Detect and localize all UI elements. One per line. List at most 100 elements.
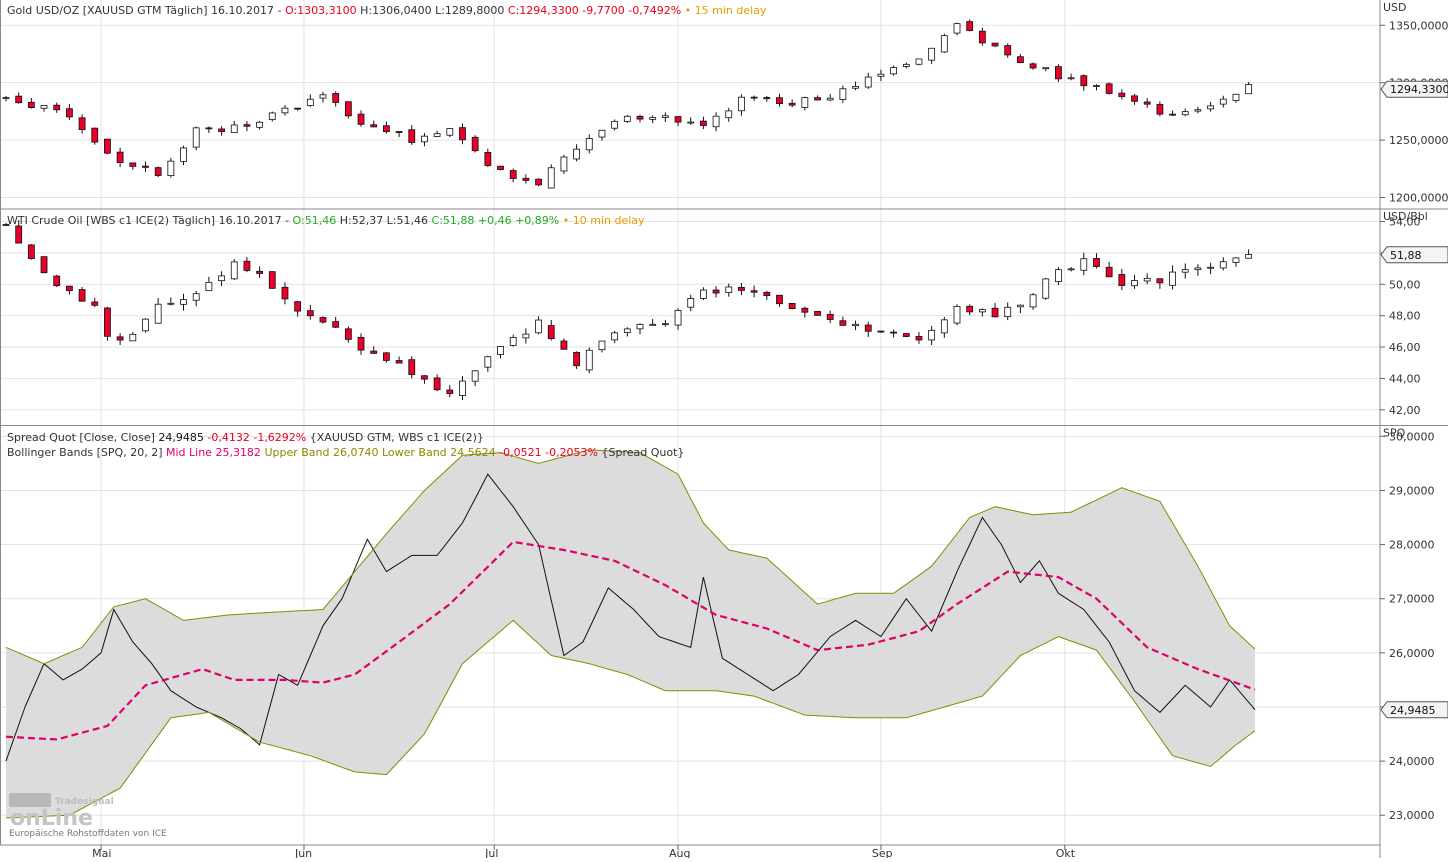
oil-candle-body: [725, 286, 733, 294]
oil-candle-body: [661, 323, 669, 326]
gold-candle-body: [281, 107, 289, 114]
gold-candle-body: [509, 170, 517, 179]
oil-current-value-label: 51,88: [1390, 249, 1422, 262]
oil-candle-body: [484, 356, 492, 368]
spread-tick-label: 24,0000: [1389, 755, 1435, 768]
legend-part: Mid Line 25,3182: [166, 446, 264, 459]
oil-candle-body: [547, 325, 555, 340]
spread-legend: Spread Quot [Close, Close] 24,9485 -0,41…: [7, 431, 484, 444]
month-label-okt: Okt: [1056, 847, 1076, 858]
oil-candle-body: [966, 305, 974, 313]
month-label-jul: Jul: [484, 847, 498, 858]
gold-candle-body: [1118, 92, 1126, 98]
gold-candle-body: [1245, 84, 1253, 95]
oil-candle-body: [167, 302, 175, 305]
gold-candle-body: [623, 115, 631, 122]
logo-small-text: Tradesignal: [55, 797, 114, 807]
oil-candle-body: [1131, 280, 1138, 287]
gold-candle-body: [306, 98, 314, 106]
oil-candle-body: [826, 313, 834, 320]
gold-candle-body: [966, 21, 974, 31]
gold-candle-body: [940, 35, 948, 53]
series-layer: [2, 19, 1256, 819]
gold-candle-body: [66, 108, 73, 118]
oil-tick-label: 50,00: [1389, 278, 1421, 291]
legend-part: H:1306,0400 L:1289,8000: [360, 4, 508, 17]
oil-candle-body: [27, 244, 35, 259]
oil-tick-label: 44,00: [1389, 372, 1421, 385]
gold-candle-body: [776, 97, 783, 104]
gold-candle-body: [154, 167, 162, 176]
legend-part: -0,4132 -1,6292%: [207, 431, 306, 444]
oil-candle-body: [66, 285, 73, 292]
gold-tick-label: 1200,0000: [1389, 192, 1448, 205]
oil-candle-body: [991, 307, 999, 318]
oil-candle-body: [357, 336, 365, 351]
oil-candle-body: [1017, 304, 1024, 308]
gold-candle-body: [256, 121, 264, 128]
time-axis-layer: Mai Jun Jul Aug Sep Okt: [92, 845, 1076, 860]
oil-unit-label: USD/Bbl: [1383, 210, 1428, 223]
gold-candle-body: [1029, 63, 1037, 69]
oil-candle-body: [1181, 269, 1189, 273]
oil-candle-body: [2, 224, 10, 226]
spread-tick-label: 26,0000: [1389, 647, 1435, 660]
gold-candle-body: [205, 127, 213, 130]
oil-candle-body: [395, 360, 403, 364]
oil-candle-body: [344, 328, 352, 340]
oil-candle-body: [928, 329, 936, 341]
gold-candle-body: [395, 131, 403, 134]
oil-legend: WTI Crude Oil [WBS c1 ICE(2) Täglich] 16…: [7, 214, 645, 227]
oil-candle-body: [1219, 261, 1227, 269]
gold-legend: Gold USD/OZ [XAUUSD GTM Täglich] 16.10.2…: [7, 4, 767, 17]
oil-candle-body: [281, 286, 289, 300]
oil-candle-body: [801, 307, 809, 313]
series-lower-band: [5, 619, 1256, 819]
spread-tick-label: 27,0000: [1389, 593, 1435, 606]
gold-candle-body: [1207, 105, 1214, 110]
gold-tick-label: 1250,0000: [1389, 134, 1448, 147]
month-label-sep: Sep: [872, 847, 893, 858]
gold-candle-body: [1055, 66, 1062, 80]
spread-current-value-badge: [1380, 701, 1448, 719]
oil-candle-body: [915, 336, 923, 341]
gold-candle-body: [902, 63, 910, 67]
gold-candle-body: [91, 127, 99, 143]
oil-candle-body: [154, 303, 162, 324]
oil-candle-body: [243, 260, 251, 271]
oil-candle-body: [953, 305, 961, 324]
legend-part: O:51,46: [293, 214, 340, 227]
gold-tick-label: 1350,0000: [1389, 19, 1448, 32]
logo-big-text: onLine: [10, 806, 93, 831]
gold-candle-body: [1194, 109, 1202, 112]
spread-current-value-label: 24,9485: [1390, 704, 1436, 717]
oil-tick-label: 42,00: [1389, 404, 1421, 417]
gold-candle-body: [636, 115, 644, 120]
oil-candle-body: [1029, 294, 1037, 308]
legend-part: H:52,37 L:51,46: [340, 214, 432, 227]
gold-candle-body: [78, 117, 86, 131]
spread-tick-label: 30,0000: [1389, 430, 1435, 443]
oil-candle-body: [509, 337, 517, 346]
oil-candle-body: [306, 310, 314, 317]
oil-candle-body: [91, 301, 99, 306]
gold-candle-body: [1042, 67, 1050, 70]
gold-candle-body: [433, 133, 441, 137]
oil-candle-body: [890, 331, 897, 334]
gold-candle-body: [142, 165, 149, 168]
oil-candle-body: [53, 275, 61, 287]
gold-candle-body: [712, 115, 720, 128]
oil-candle-body: [1042, 278, 1050, 299]
oil-candle-body: [116, 336, 124, 341]
gold-candle-body: [344, 101, 352, 117]
gold-candle-body: [1017, 56, 1024, 64]
series-upper-band: [5, 449, 1256, 665]
oil-candle-body: [1067, 268, 1075, 271]
legend-part: {Spread Quot}: [598, 446, 684, 459]
oil-candle-body: [573, 351, 580, 367]
gold-candle-body: [180, 147, 187, 162]
legend-part: Lower Band 24,5624: [382, 446, 499, 459]
oil-candle-body: [839, 320, 847, 326]
gold-candle-body: [2, 97, 10, 100]
